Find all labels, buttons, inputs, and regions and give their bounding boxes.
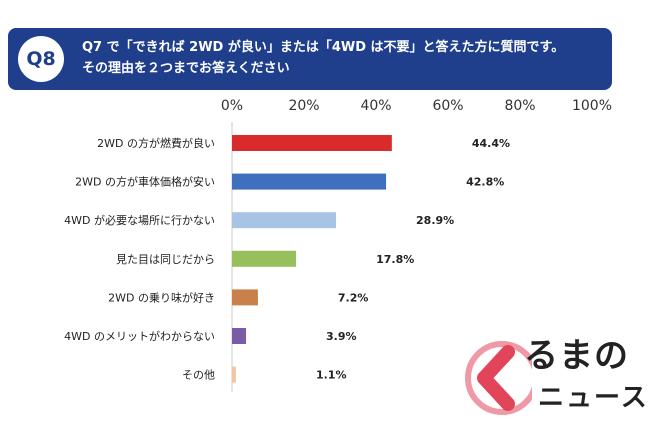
value-label: 17.8% [376,253,414,266]
value-label: 44.4% [472,137,510,150]
question-badge: Q8 [18,36,64,82]
question-line-1: Q7 で「できれば 2WD が良い」または「4WD は不要」と答えた方に質問です… [82,40,565,55]
value-label: 3.9% [326,330,357,343]
question-header: Q8 Q7 で「できれば 2WD が良い」または「4WD は不要」と答えた方に質… [8,28,612,90]
bar-rows: 2WD の方が燃費が良い 44.4% 2WD の方が車体価格が安い 42.8% 4WD … [64,135,510,383]
x-tick-label: 60% [432,98,463,114]
x-tick-label: 80% [504,98,535,114]
x-tick-label: 100% [572,98,612,114]
logo-mark-icon [465,341,532,415]
bar [232,328,247,344]
bar [232,250,297,267]
question-line-2: その理由を２つまでお答えください [82,61,290,76]
x-axis-ticks: 0% 20% 40% 60% 80% 100% [221,98,612,114]
logo-text-bottom: ニュース [538,383,649,413]
category-label: 4WD が必要な場所に行かない [64,213,215,227]
category-label: 4WD のメリットがわからない [64,329,215,343]
bar [232,173,387,190]
kuruma-news-logo: るまの ニュース [462,330,648,430]
value-label: 42.8% [466,176,504,189]
value-label: 28.9% [416,214,454,227]
value-label: 1.1% [316,369,347,382]
category-label: 2WD の方が車体価格が安い [75,175,215,189]
question-text: Q7 で「できれば 2WD が良い」または「4WD は不要」と答えた方に質問です… [82,37,602,79]
x-tick-label: 20% [288,98,319,114]
category-label: その他 [182,369,215,382]
x-tick-label: 40% [360,98,391,114]
logo-text-top: るまの [524,336,629,376]
category-label: 見た目は同じだから [116,253,215,266]
category-label: 2WD の乗り味が好き [108,290,215,304]
category-label: 2WD の方が燃費が良い [97,136,215,150]
bar [232,135,392,151]
bar [232,366,236,383]
value-label: 7.2% [338,291,369,304]
bar [232,212,337,229]
x-tick-label: 0% [221,98,243,114]
bar [232,289,258,306]
